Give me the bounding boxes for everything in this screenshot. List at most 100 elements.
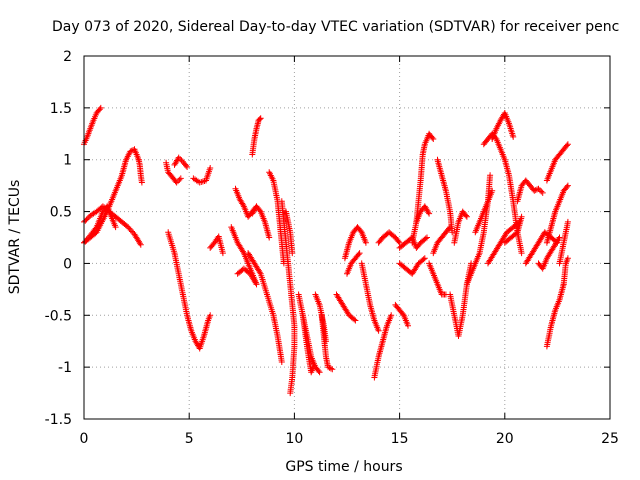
series-arc50 bbox=[543, 141, 571, 184]
x-tick-label: 15 bbox=[391, 431, 409, 447]
series-arc28 bbox=[375, 229, 403, 246]
series-arc37 bbox=[430, 224, 454, 257]
data-point-markers bbox=[501, 213, 525, 246]
series-arc49 bbox=[543, 182, 571, 246]
data-point-markers bbox=[451, 208, 470, 246]
data-point-markers bbox=[165, 229, 214, 352]
y-tick-label: 1 bbox=[63, 153, 72, 169]
series-arc45 bbox=[501, 213, 525, 246]
series-arc48 bbox=[535, 234, 563, 272]
series-arc22 bbox=[318, 312, 336, 373]
series-arc51 bbox=[543, 281, 567, 350]
data-point-markers bbox=[430, 224, 454, 257]
data-point-markers bbox=[171, 154, 191, 170]
data-point-markers bbox=[358, 260, 382, 334]
series-arc25 bbox=[344, 250, 363, 277]
data-point-markers bbox=[447, 260, 475, 339]
data-point-markers bbox=[556, 218, 571, 267]
y-tick-label: 0.5 bbox=[50, 205, 72, 221]
series-arc39 bbox=[451, 208, 470, 246]
data-point-markers bbox=[413, 130, 437, 225]
axis-ticks: 0 5 10 15 20 25 -1.5 -1 -0.5 0 0.5 1 1.5 2 bbox=[45, 49, 619, 447]
series-arc40 bbox=[463, 172, 494, 288]
grid-lines bbox=[84, 56, 610, 419]
y-tick-label: 2 bbox=[63, 49, 72, 65]
series-arc46 bbox=[514, 177, 546, 205]
series-arc44 bbox=[485, 218, 523, 267]
series-arc43 bbox=[489, 110, 517, 142]
data-point-markers bbox=[409, 203, 433, 246]
data-point-markers bbox=[463, 172, 494, 288]
series-arc16 bbox=[245, 250, 285, 365]
data-point-markers bbox=[163, 159, 184, 186]
x-tick-label: 5 bbox=[185, 431, 194, 447]
x-tick-label: 0 bbox=[80, 431, 89, 447]
data-point-markers bbox=[341, 224, 369, 262]
data-point-markers bbox=[371, 312, 395, 381]
series-arc21 bbox=[299, 312, 317, 376]
series-arc13 bbox=[234, 265, 260, 288]
series-arc26 bbox=[341, 224, 369, 262]
y-tick-label: -1 bbox=[58, 360, 72, 376]
data-point-markers bbox=[472, 187, 496, 236]
series-arc29 bbox=[371, 312, 395, 381]
series-arc17 bbox=[266, 169, 287, 267]
data-point-markers bbox=[485, 218, 523, 267]
series-arc35 bbox=[434, 156, 456, 236]
series-arc09 bbox=[165, 229, 214, 352]
data-point-markers bbox=[375, 229, 403, 246]
y-tick-label: -0.5 bbox=[45, 308, 72, 324]
series-arc23 bbox=[312, 291, 329, 345]
data-points bbox=[81, 104, 571, 397]
series-arc02 bbox=[81, 146, 142, 246]
series-arc10 bbox=[207, 233, 226, 257]
data-point-markers bbox=[245, 250, 285, 365]
data-point-markers bbox=[234, 265, 260, 288]
data-point-markers bbox=[543, 141, 571, 184]
data-point-markers bbox=[232, 185, 260, 220]
series-arc27 bbox=[358, 260, 382, 334]
y-axis-label: SDTVAR / TECUs bbox=[7, 180, 23, 295]
chart-title: Day 073 of 2020, Sidereal Day-to-day VTE… bbox=[52, 19, 620, 35]
series-arc33 bbox=[409, 203, 433, 246]
series-arc24 bbox=[333, 291, 359, 324]
data-point-markers bbox=[426, 260, 449, 298]
data-point-markers bbox=[207, 233, 226, 257]
data-point-markers bbox=[299, 312, 317, 376]
data-point-markers bbox=[434, 156, 456, 236]
series-arc15 bbox=[249, 203, 273, 241]
series-arc07 bbox=[171, 154, 191, 170]
data-point-markers bbox=[190, 165, 214, 186]
series-arc30 bbox=[392, 301, 411, 329]
series-arc18 bbox=[278, 198, 298, 397]
data-point-markers bbox=[135, 156, 145, 186]
series-arc34 bbox=[413, 130, 437, 225]
series-arc38 bbox=[447, 260, 475, 339]
y-tick-label: 0 bbox=[63, 256, 72, 272]
series-arc53 bbox=[560, 255, 571, 288]
data-point-markers bbox=[283, 208, 296, 257]
series-arc05 bbox=[135, 156, 145, 186]
data-point-markers bbox=[543, 182, 571, 246]
series-arc12 bbox=[232, 185, 260, 220]
data-point-markers bbox=[514, 177, 546, 205]
series-arc36 bbox=[426, 260, 449, 298]
x-tick-label: 10 bbox=[285, 431, 303, 447]
series-arc41 bbox=[472, 187, 496, 236]
y-tick-label: 1.5 bbox=[50, 101, 72, 117]
data-point-markers bbox=[396, 255, 428, 277]
data-point-markers bbox=[81, 146, 142, 246]
data-point-markers bbox=[543, 281, 567, 350]
x-tick-label: 20 bbox=[496, 431, 514, 447]
x-axis-label: GPS time / hours bbox=[285, 459, 402, 475]
data-point-markers bbox=[344, 250, 363, 277]
data-point-markers bbox=[312, 291, 329, 345]
data-point-markers bbox=[278, 198, 298, 397]
series-arc08 bbox=[190, 165, 214, 186]
series-arc52 bbox=[556, 218, 571, 267]
data-point-markers bbox=[489, 110, 517, 142]
x-tick-label: 25 bbox=[601, 431, 619, 447]
data-point-markers bbox=[318, 312, 336, 373]
